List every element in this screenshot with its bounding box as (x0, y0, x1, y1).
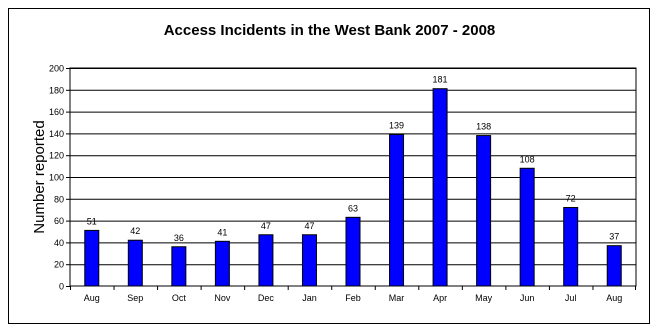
x-tick-label: Jul (565, 293, 577, 303)
x-tick-label: Nov (214, 293, 231, 303)
bar (127, 239, 143, 287)
y-tick-label: 60 (54, 216, 64, 226)
bar (476, 135, 492, 287)
bar (432, 88, 448, 287)
x-tick-label: Dec (258, 293, 275, 303)
data-label: 181 (433, 75, 448, 85)
axes (66, 67, 637, 290)
data-label: 42 (130, 226, 140, 236)
chart-frame (8, 8, 650, 324)
y-tick-label: 200 (49, 64, 64, 74)
data-label: 51 (87, 216, 97, 226)
x-tick-label: May (475, 293, 493, 303)
data-label: 139 (389, 120, 404, 130)
y-tick-label: 100 (49, 173, 64, 183)
y-tick-label: 20 (54, 260, 64, 270)
y-tick-label: 160 (49, 107, 64, 117)
labels: 0 20 40 60 80 100 120 140 160 180 200 Aug 51 Sep 42 Oct… (49, 64, 622, 304)
x-tick-label: Sep (127, 293, 143, 303)
x-tick-label: Oct (172, 293, 187, 303)
data-label: 47 (261, 221, 271, 231)
bar (389, 133, 405, 287)
y-tick-label: 140 (49, 129, 64, 139)
data-label: 138 (476, 122, 491, 132)
bar (214, 240, 230, 287)
data-label: 63 (348, 203, 358, 213)
data-label: 41 (217, 227, 227, 237)
x-tick-label: Jun (520, 293, 535, 303)
x-tick-label: Aug (84, 293, 100, 303)
bars (84, 88, 622, 287)
data-label: 108 (520, 154, 535, 164)
bar (301, 234, 317, 287)
bar (258, 234, 274, 287)
x-tick-label: Jan (302, 293, 317, 303)
y-tick-label: 120 (49, 151, 64, 161)
y-tick-label: 180 (49, 85, 64, 95)
data-label: 37 (609, 232, 619, 242)
chart-title: Access Incidents in the West Bank 2007 -… (163, 22, 496, 39)
y-tick-label: 40 (54, 238, 64, 248)
y-tick-label: 0 (59, 282, 64, 292)
bar (345, 216, 361, 287)
bar (519, 167, 535, 287)
data-label: 36 (174, 233, 184, 243)
bar (84, 229, 100, 287)
y-axis-label: Number reported (31, 120, 48, 233)
x-tick-label: Apr (433, 293, 447, 303)
x-tick-label: Feb (345, 293, 361, 303)
bar (171, 246, 187, 287)
bar (563, 207, 579, 287)
y-tick-label: 80 (54, 194, 64, 204)
data-label: 72 (566, 194, 576, 204)
data-label: 47 (304, 221, 314, 231)
bar (606, 245, 622, 287)
x-tick-label: Mar (389, 293, 405, 303)
x-tick-label: Aug (606, 293, 622, 303)
